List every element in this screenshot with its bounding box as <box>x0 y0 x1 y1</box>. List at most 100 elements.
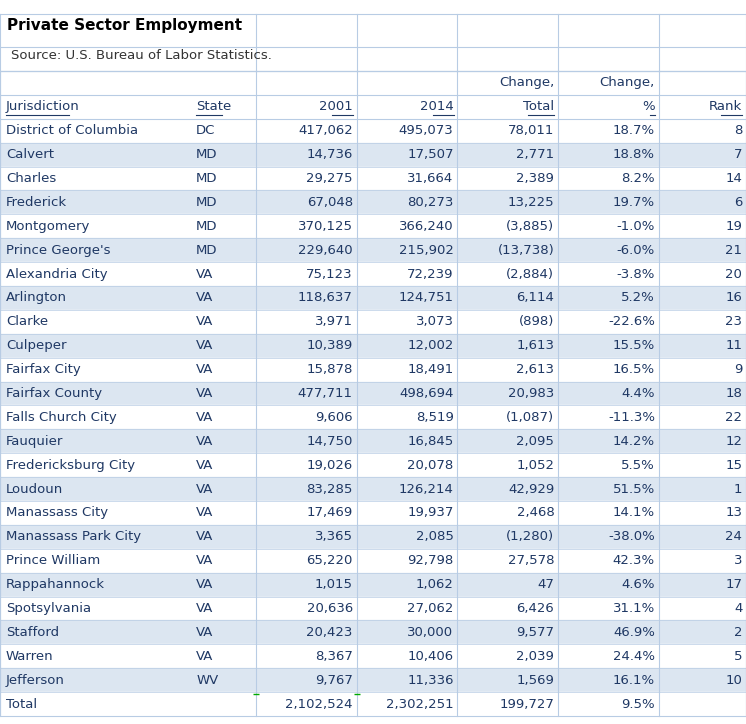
Text: Charles: Charles <box>6 172 56 185</box>
Text: VA: VA <box>196 387 213 400</box>
Text: 5: 5 <box>734 650 742 662</box>
Text: 6,114: 6,114 <box>516 292 554 304</box>
Text: Manassass Park City: Manassass Park City <box>6 531 141 543</box>
Text: -3.8%: -3.8% <box>617 268 655 280</box>
Text: Warren: Warren <box>6 650 54 662</box>
Text: 1,015: 1,015 <box>315 578 353 591</box>
Bar <box>0 668 746 692</box>
Bar <box>0 358 746 382</box>
Text: Manassass City: Manassass City <box>6 507 108 519</box>
Text: 15.5%: 15.5% <box>612 340 655 352</box>
Text: Prince William: Prince William <box>6 555 100 567</box>
Text: 15: 15 <box>725 459 742 471</box>
Text: 2001: 2001 <box>319 101 353 113</box>
Text: 3: 3 <box>734 555 742 567</box>
Text: (3,885): (3,885) <box>506 220 554 232</box>
Text: 9: 9 <box>734 363 742 376</box>
Bar <box>0 692 746 716</box>
Text: (13,738): (13,738) <box>498 244 554 256</box>
Text: DC: DC <box>196 125 216 137</box>
Bar <box>0 262 746 286</box>
Bar <box>0 501 746 525</box>
Text: 2,389: 2,389 <box>516 172 554 185</box>
Text: MD: MD <box>196 148 218 161</box>
Text: 10,389: 10,389 <box>307 340 353 352</box>
Text: VA: VA <box>196 435 213 447</box>
Text: 20,983: 20,983 <box>508 387 554 400</box>
Text: 126,214: 126,214 <box>398 483 454 495</box>
Text: 2014: 2014 <box>420 101 454 113</box>
Text: 2,085: 2,085 <box>416 531 454 543</box>
Text: VA: VA <box>196 459 213 471</box>
Text: 19,937: 19,937 <box>407 507 454 519</box>
Text: (898): (898) <box>519 316 554 328</box>
Text: Spotsylvania: Spotsylvania <box>6 602 91 615</box>
Text: VA: VA <box>196 602 213 615</box>
Text: VA: VA <box>196 626 213 639</box>
Text: 11: 11 <box>725 340 742 352</box>
Text: Prince George's: Prince George's <box>6 244 110 256</box>
Text: MD: MD <box>196 172 218 185</box>
Text: 12,002: 12,002 <box>407 340 454 352</box>
Text: 3,971: 3,971 <box>315 316 353 328</box>
Text: 2,039: 2,039 <box>516 650 554 662</box>
Text: 1,052: 1,052 <box>516 459 554 471</box>
Text: 2,613: 2,613 <box>516 363 554 376</box>
Text: VA: VA <box>196 507 213 519</box>
Text: 7: 7 <box>734 148 742 161</box>
Text: 13: 13 <box>725 507 742 519</box>
Text: VA: VA <box>196 531 213 543</box>
Text: Fairfax County: Fairfax County <box>6 387 102 400</box>
Text: 4: 4 <box>734 602 742 615</box>
Text: 1,613: 1,613 <box>516 340 554 352</box>
Text: 1,569: 1,569 <box>516 674 554 686</box>
Text: 14,750: 14,750 <box>307 435 353 447</box>
Text: -6.0%: -6.0% <box>617 244 655 256</box>
Text: MD: MD <box>196 220 218 232</box>
Text: -38.0%: -38.0% <box>608 531 655 543</box>
Text: 2,095: 2,095 <box>516 435 554 447</box>
Text: 8.2%: 8.2% <box>621 172 655 185</box>
Bar <box>0 167 746 190</box>
Text: VA: VA <box>196 411 213 424</box>
Text: Source: U.S. Bureau of Labor Statistics.: Source: U.S. Bureau of Labor Statistics. <box>11 49 272 62</box>
Text: 495,073: 495,073 <box>399 125 454 137</box>
Text: VA: VA <box>196 363 213 376</box>
Text: (1,087): (1,087) <box>506 411 554 424</box>
Bar <box>0 143 746 167</box>
Text: 1,062: 1,062 <box>416 578 454 591</box>
Text: MD: MD <box>196 196 218 209</box>
Text: Private Sector Employment: Private Sector Employment <box>7 18 242 33</box>
Text: 83,285: 83,285 <box>307 483 353 495</box>
Text: WV: WV <box>196 674 219 686</box>
Text: 498,694: 498,694 <box>399 387 454 400</box>
Bar <box>0 190 746 214</box>
Text: 370,125: 370,125 <box>298 220 353 232</box>
Text: 9,606: 9,606 <box>316 411 353 424</box>
Text: 16,845: 16,845 <box>407 435 454 447</box>
Text: Fauquier: Fauquier <box>6 435 63 447</box>
Text: 417,062: 417,062 <box>298 125 353 137</box>
Text: 2,468: 2,468 <box>516 507 554 519</box>
Text: 16.1%: 16.1% <box>613 674 655 686</box>
Text: 65,220: 65,220 <box>307 555 353 567</box>
Text: 19: 19 <box>725 220 742 232</box>
Text: 67,048: 67,048 <box>307 196 353 209</box>
Text: 5.5%: 5.5% <box>621 459 655 471</box>
Bar <box>0 334 746 358</box>
Text: 24.4%: 24.4% <box>613 650 655 662</box>
Text: 9,577: 9,577 <box>516 626 554 639</box>
Text: 51.5%: 51.5% <box>612 483 655 495</box>
Text: Loudoun: Loudoun <box>6 483 63 495</box>
Text: 8: 8 <box>734 125 742 137</box>
Text: -11.3%: -11.3% <box>608 411 655 424</box>
Bar <box>0 238 746 262</box>
Text: VA: VA <box>196 483 213 495</box>
Text: VA: VA <box>196 578 213 591</box>
Text: -1.0%: -1.0% <box>617 220 655 232</box>
Bar <box>0 119 746 143</box>
Text: Frederick: Frederick <box>6 196 67 209</box>
Text: 27,062: 27,062 <box>407 602 454 615</box>
Text: 16.5%: 16.5% <box>613 363 655 376</box>
Text: 3,073: 3,073 <box>416 316 454 328</box>
